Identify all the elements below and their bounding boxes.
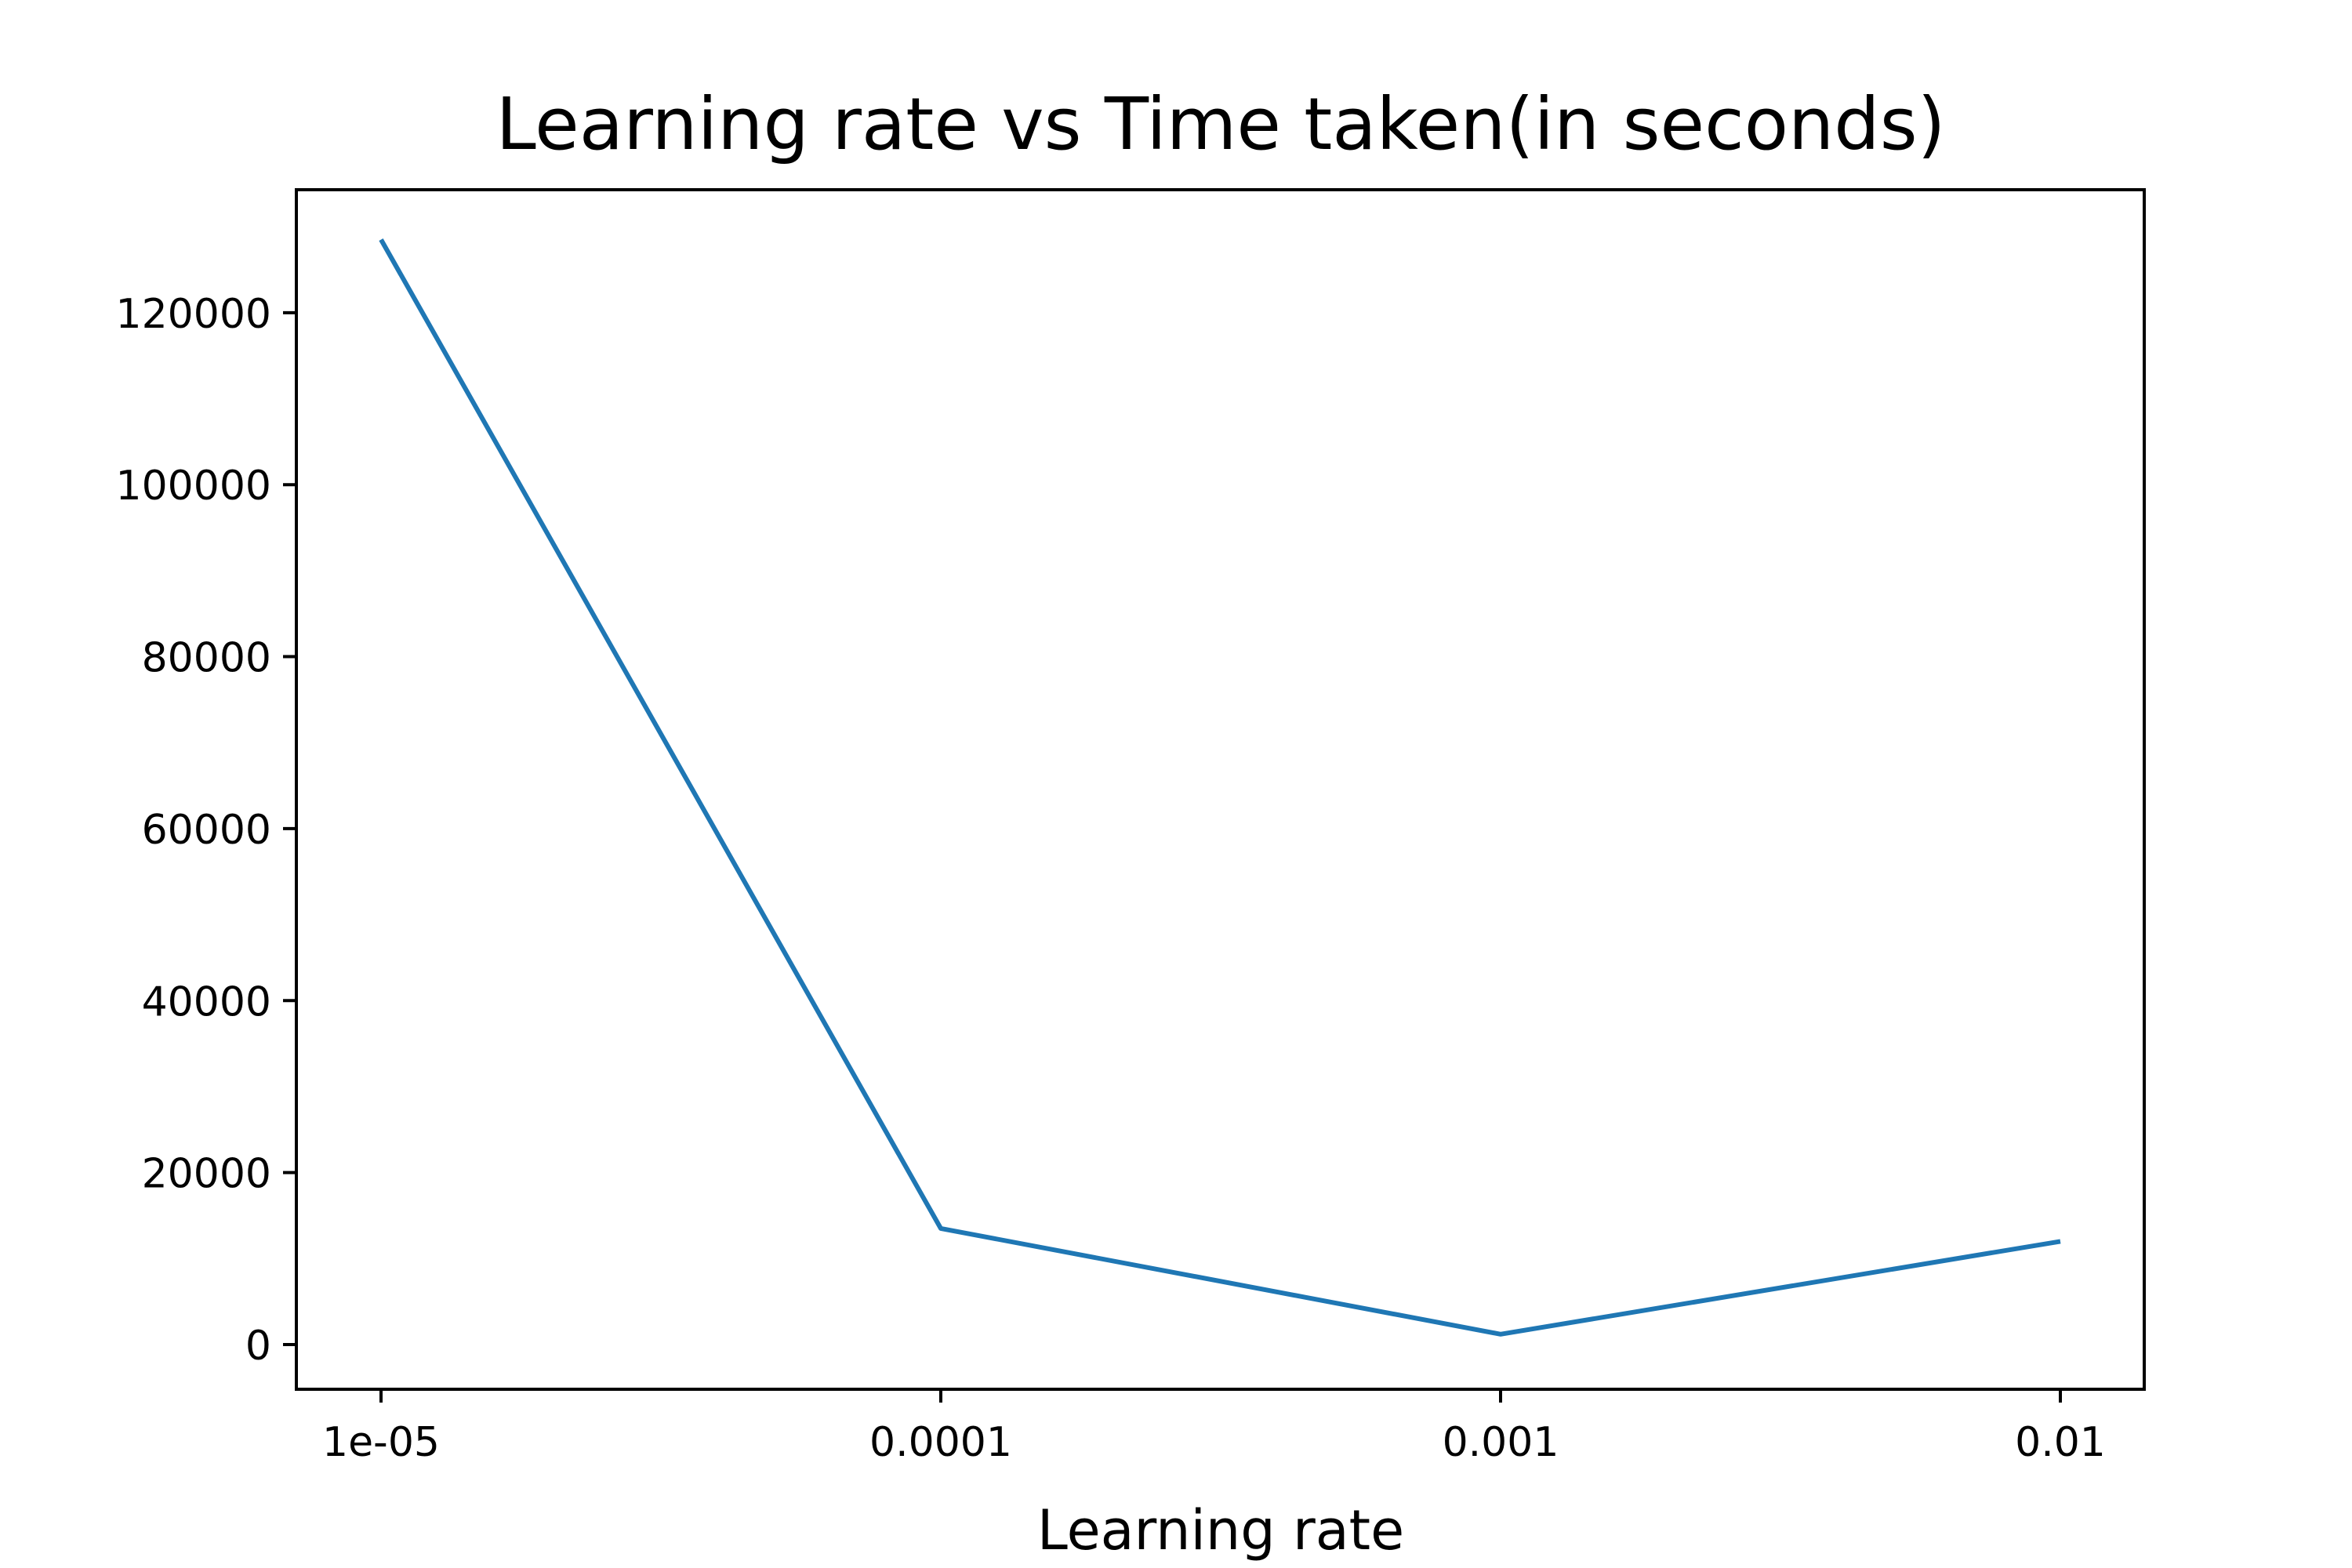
x-tick-label: 0.01 — [2015, 1419, 2106, 1466]
plot-frame — [295, 188, 2146, 1391]
series-line-0 — [379, 238, 2061, 1337]
y-tick-label: 100000 — [115, 463, 271, 510]
x-tick-label: 0.001 — [1443, 1419, 1559, 1466]
y-tick-label: 0 — [245, 1323, 271, 1370]
x-tick-label: 1e-05 — [322, 1419, 440, 1466]
chart-title: Learning rate vs Time taken(in seconds) — [495, 82, 1945, 166]
y-tick-label: 120000 — [115, 291, 271, 338]
y-tick-label: 20000 — [142, 1151, 271, 1198]
y-tick-label: 80000 — [142, 635, 271, 682]
x-tick-label: 0.0001 — [869, 1419, 1012, 1466]
y-tick-label: 40000 — [142, 978, 271, 1025]
plot-area: 0 20000 40000 60000 80000 100000 120000 1e-05 0.… — [115, 188, 2146, 1466]
y-tick-label: 60000 — [142, 807, 271, 854]
x-axis-label: Learning rate — [1037, 1498, 1404, 1563]
